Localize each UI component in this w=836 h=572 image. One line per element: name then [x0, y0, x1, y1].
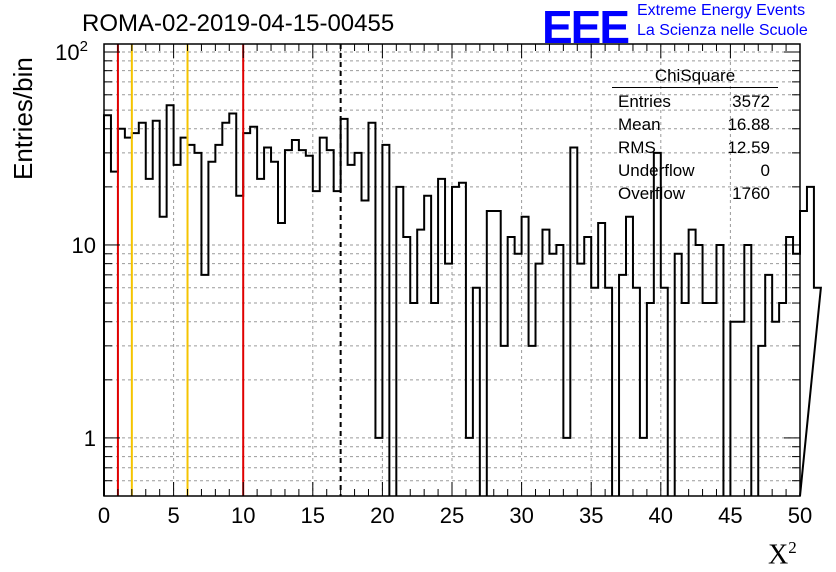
- x-tick-label: 15: [301, 503, 325, 528]
- stats-box: ChiSquare Entries 3572 Mean 16.88 RMS 12.59…: [612, 66, 778, 205]
- logo-line-2: La Scienza nelle Scuole: [637, 22, 808, 39]
- y-tick-label: 1: [84, 426, 96, 451]
- stats-row: RMS 12.59: [612, 136, 778, 159]
- y-tick-label: 102: [55, 38, 88, 65]
- y-tick-label-exponent: 2: [80, 38, 88, 55]
- stats-label: RMS: [618, 138, 656, 157]
- x-axis-label-base: X: [768, 539, 789, 571]
- stats-label: Overflow: [618, 184, 686, 203]
- x-axis-label: X2: [768, 538, 797, 571]
- stats-label: Underflow: [618, 161, 695, 180]
- x-tick-label: 0: [98, 503, 110, 528]
- stats-value: 3572: [732, 92, 770, 111]
- x-tick-label: 45: [718, 503, 742, 528]
- x-tick-label: 40: [649, 503, 673, 528]
- x-axis-label-sup: 2: [788, 538, 797, 557]
- x-tick-label: 5: [167, 503, 179, 528]
- stats-label: Mean: [618, 115, 661, 134]
- stats-value: 1760: [732, 184, 770, 203]
- stats-label: Entries: [618, 92, 671, 111]
- stats-row: Overflow 1760: [612, 182, 778, 205]
- x-tick-label: 10: [231, 503, 255, 528]
- stats-row: Mean 16.88: [612, 113, 778, 136]
- stats-value: 0: [760, 161, 770, 180]
- x-tick-label: 25: [440, 503, 464, 528]
- chart-title: ROMA-02-2019-04-15-00455: [82, 10, 395, 37]
- stats-value: 16.88: [727, 115, 770, 134]
- stats-title: ChiSquare: [612, 66, 778, 88]
- x-tick-label: 30: [509, 503, 533, 528]
- stats-row: Underflow 0: [612, 159, 778, 182]
- x-tick-label: 50: [788, 503, 812, 528]
- stats-value: 12.59: [727, 138, 770, 157]
- y-axis-label: Entries/bin: [8, 57, 38, 180]
- logo-line-1: Extreme Energy Events: [637, 2, 806, 19]
- stats-row: Entries 3572: [612, 90, 778, 113]
- x-tick-label: 35: [579, 503, 603, 528]
- x-tick-label: 20: [370, 503, 394, 528]
- y-tick-label: 10: [72, 233, 96, 258]
- histogram-series: [103, 104, 822, 497]
- eee-logo: EEE: [542, 1, 630, 53]
